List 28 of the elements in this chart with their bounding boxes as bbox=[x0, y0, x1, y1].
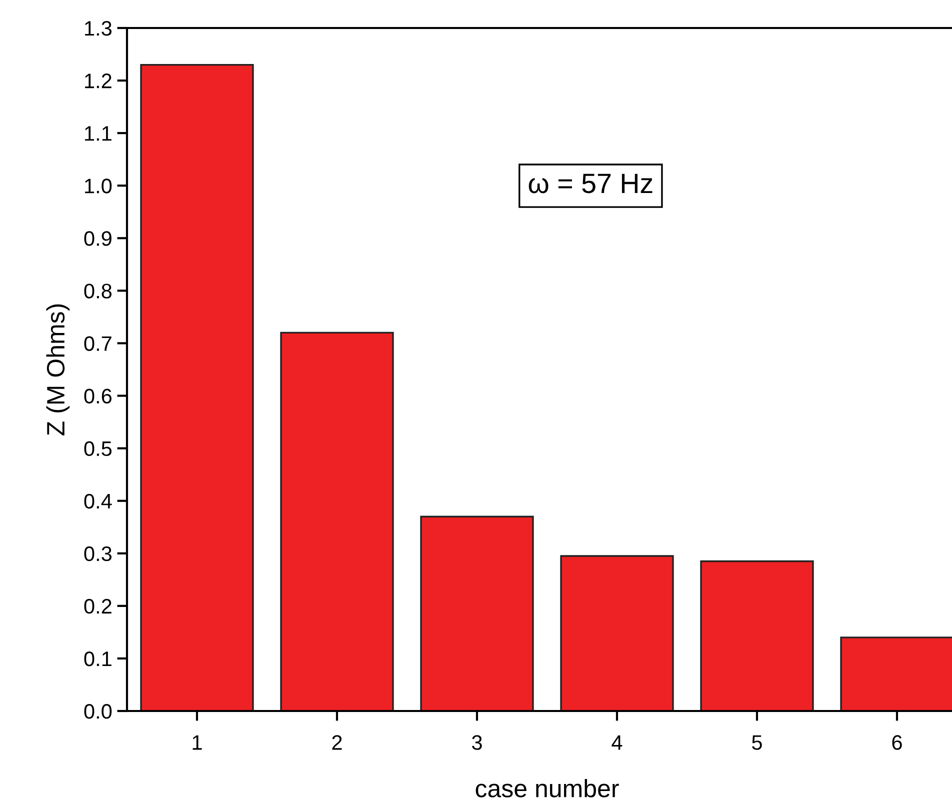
y-tick-label: 0.7 bbox=[84, 336, 112, 351]
bar bbox=[700, 560, 814, 711]
x-tick-label: 6 bbox=[892, 735, 902, 750]
y-tick-label: 0.8 bbox=[84, 284, 112, 298]
bar bbox=[280, 332, 394, 711]
y-tick-label: 1.1 bbox=[85, 126, 112, 141]
x-tick-label: 1 bbox=[192, 735, 202, 750]
y-tick-label: 1.0 bbox=[85, 178, 112, 194]
y-tick-label: 0.1 bbox=[84, 651, 112, 666]
y-tick-label: 0.2 bbox=[84, 598, 112, 614]
bar bbox=[420, 516, 534, 711]
x-tick-label: 5 bbox=[752, 735, 762, 750]
x-tick-label: 3 bbox=[472, 735, 482, 750]
y-tick-label: 1.2 bbox=[85, 74, 112, 88]
y-tick-label: 0.9 bbox=[84, 231, 112, 246]
x-axis-title: case number bbox=[476, 779, 619, 798]
y-tick-label: 1.3 bbox=[85, 21, 112, 36]
bar bbox=[140, 64, 254, 711]
y-tick-label: 0.3 bbox=[84, 546, 112, 562]
y-tick-label: 0.0 bbox=[84, 704, 112, 719]
x-tick-label: 2 bbox=[332, 735, 342, 750]
y-axis-title: Z (M Ohms) bbox=[46, 304, 70, 436]
annotation: ω = 57 Hz bbox=[528, 174, 652, 194]
y-tick-label: 0.6 bbox=[84, 388, 112, 404]
y-tick-label: 0.5 bbox=[84, 441, 112, 456]
x-tick-label: 4 bbox=[612, 735, 622, 750]
bar bbox=[560, 555, 674, 711]
y-tick-label: 0.4 bbox=[84, 494, 112, 509]
